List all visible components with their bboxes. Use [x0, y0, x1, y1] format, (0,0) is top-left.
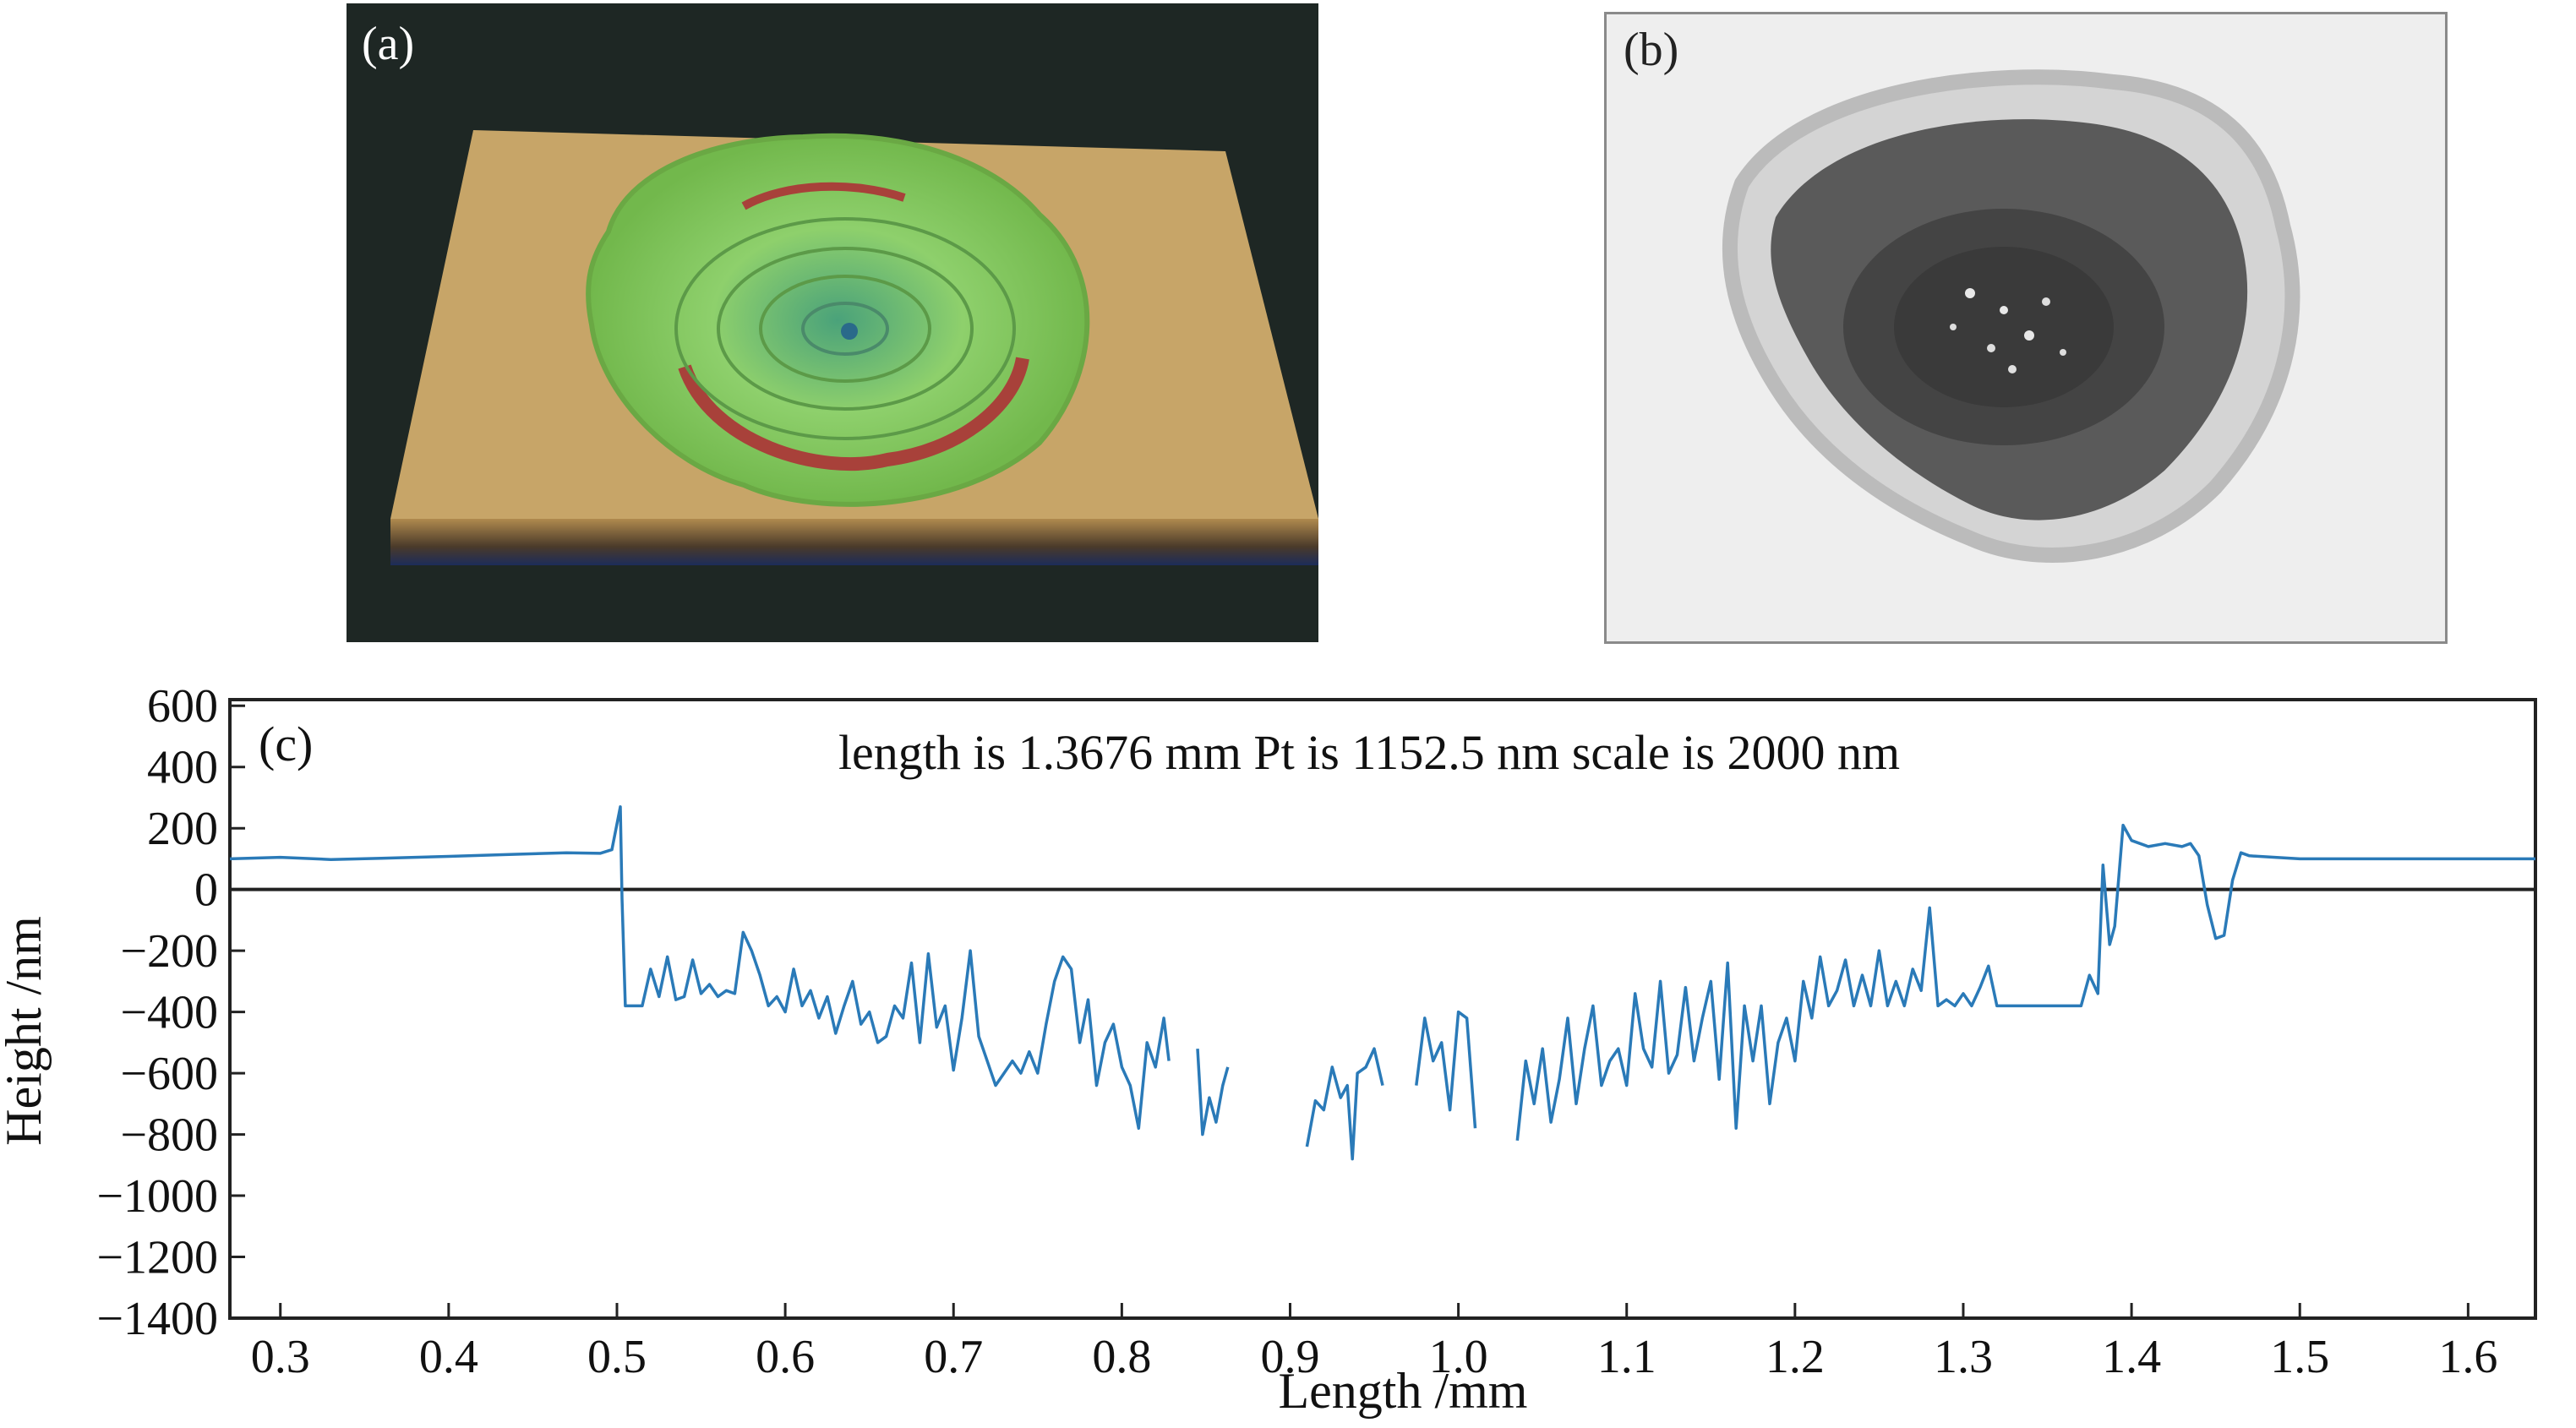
y-tick-label: 0 — [194, 864, 218, 917]
bright-speck — [2060, 349, 2066, 356]
x-tick-label: 1.5 — [2270, 1331, 2329, 1383]
y-axis: 600 400 200 0 −200 −400 −600 −800 −1000 −1200 −140… — [96, 680, 245, 1345]
bright-speck — [1965, 288, 1975, 298]
x-tick-label: 0.8 — [1092, 1331, 1151, 1383]
y-tick-label: 400 — [147, 742, 218, 794]
y-axis-label: Height /nm — [0, 916, 52, 1146]
x-tick-label: 1.6 — [2438, 1331, 2497, 1383]
crater-core — [1894, 247, 2114, 407]
x-tick-label: 1.2 — [1766, 1331, 1825, 1383]
crater-ring-4 — [801, 302, 889, 356]
profile-trace — [229, 805, 2535, 1161]
x-tick-label: 0.3 — [251, 1331, 310, 1383]
panel-a-label: (a) — [362, 18, 415, 70]
profile-trace-segment — [1305, 1047, 1384, 1161]
bright-speck — [2000, 306, 2008, 314]
crater-ring-3 — [759, 275, 931, 383]
surface-edge — [390, 519, 1318, 565]
y-tick-label: −1000 — [96, 1170, 218, 1223]
x-tick-label: 0.6 — [756, 1331, 815, 1383]
x-tick-label: 0.7 — [924, 1331, 983, 1383]
plot-frame — [228, 698, 2537, 1320]
profile-trace-segment — [1196, 1048, 1230, 1136]
y-tick-label: −200 — [120, 925, 218, 978]
x-tick-label: 0.5 — [587, 1331, 647, 1383]
y-tick-label: 200 — [147, 803, 218, 855]
bright-speck — [2042, 297, 2050, 306]
panel-c-label: (c) — [259, 717, 313, 771]
x-axis-label: Length /mm — [1279, 1363, 1528, 1419]
y-tick-label: −1400 — [96, 1293, 218, 1345]
crater-center — [841, 323, 858, 340]
profile-trace-segment — [1415, 1010, 1477, 1129]
crater-rim-red-arc — [678, 357, 1029, 471]
x-axis: 0.3 0.4 0.5 0.6 0.7 0.8 0.9 1.0 1.1 1.2 1.3 1.4 1.5 1… — [251, 1303, 2497, 1383]
crater-rim-red-arc-top — [741, 182, 906, 210]
y-tick-label: −400 — [120, 987, 218, 1039]
x-tick-label: 0.4 — [419, 1331, 478, 1383]
x-tick-label: 0.9 — [1260, 1331, 1319, 1383]
y-tick-label: −1200 — [96, 1232, 218, 1284]
crater-ring-1 — [674, 217, 1016, 440]
bright-speck — [2024, 330, 2034, 341]
profile-trace-segment — [229, 805, 1171, 1131]
chart-title: length is 1.3676 mm Pt is 1152.5 nm scal… — [838, 725, 1900, 780]
panel-b-label: (b) — [1624, 24, 1679, 76]
bright-speck — [1987, 344, 1995, 352]
bright-speck — [2008, 365, 2017, 373]
x-tick-label: 1.4 — [2102, 1331, 2161, 1383]
surface-render — [390, 130, 1318, 565]
x-tick-label: 1.1 — [1597, 1331, 1656, 1383]
y-tick-label: −800 — [120, 1109, 218, 1162]
y-tick-label: 600 — [147, 680, 218, 733]
bright-speck — [1950, 324, 1957, 330]
x-tick-label: 1.0 — [1429, 1331, 1488, 1383]
panel-a-3d-surface-image: (a) — [347, 3, 1318, 642]
profile-trace-segment — [1515, 823, 2535, 1141]
x-tick-label: 1.3 — [1934, 1331, 1993, 1383]
y-tick-label: −600 — [120, 1048, 218, 1100]
panel-b-sem-image: (b) — [1604, 12, 2448, 644]
profile-chart: 600 400 200 0 −200 −400 −600 −800 −1000 −1200 −140… — [0, 680, 2537, 1419]
crater-ring-2 — [717, 247, 974, 411]
sem-render — [1722, 69, 2300, 563]
